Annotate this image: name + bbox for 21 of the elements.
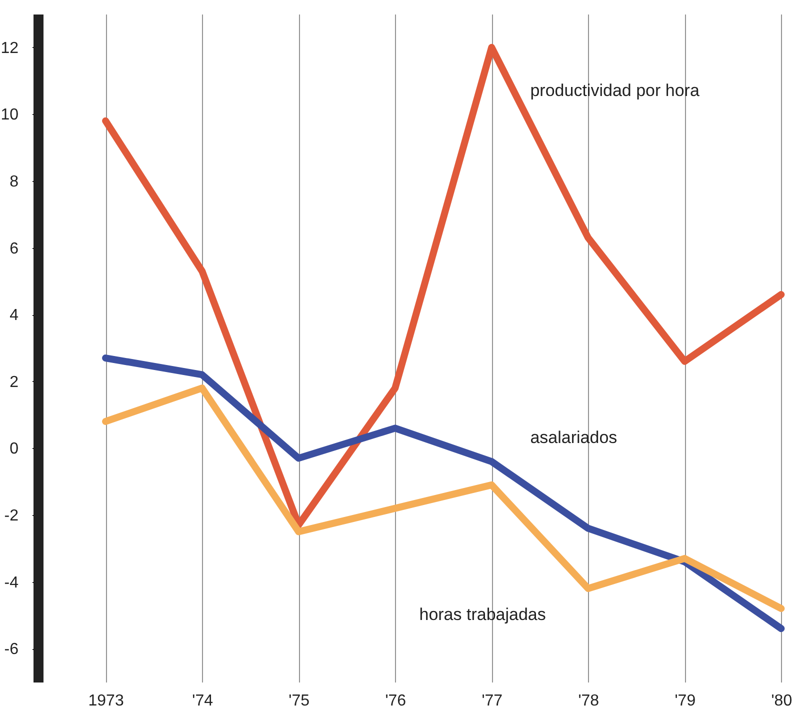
x-tick-label: '79 [674, 692, 696, 709]
y-tick-label: 8 [10, 174, 19, 190]
x-tick-label: '74 [192, 692, 214, 709]
y-tick-label: 4 [10, 307, 19, 324]
y-tick-label: 12 [0, 40, 19, 57]
y-tick-label: -2 [4, 508, 19, 524]
series-label: asalariados [530, 428, 618, 448]
x-tick-label: '80 [771, 692, 792, 709]
y-tick-label: -4 [4, 574, 19, 592]
series-label: productividad por hora [530, 80, 700, 100]
y-tick-label: -6 [4, 641, 19, 658]
y-tick-label: 6 [10, 240, 19, 258]
y-tick-label: 2 [10, 374, 19, 391]
x-tick-label: '78 [578, 692, 600, 709]
text: horas trabajadas [419, 605, 546, 624]
x-tick-label: '77 [482, 692, 503, 709]
x-tick-label: '76 [385, 692, 406, 709]
x-tick-label: 1973 [88, 692, 124, 709]
x-tick-label: '75 [288, 692, 310, 709]
y-tick-label: 0 [10, 440, 19, 458]
y-tick-label: 10 [0, 106, 19, 124]
